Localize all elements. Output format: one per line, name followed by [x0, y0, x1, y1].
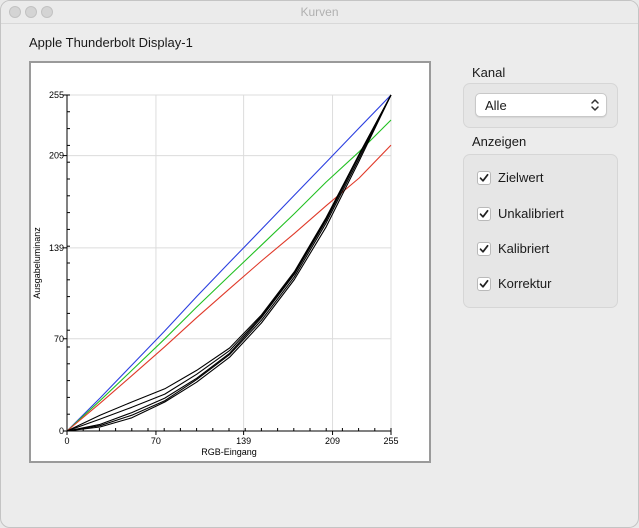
checkbox-box[interactable] — [477, 171, 491, 185]
y-tick-label: 255 — [49, 90, 64, 100]
series-line-3 — [66, 94, 392, 432]
display-name: Apple Thunderbolt Display-1 — [29, 35, 193, 50]
minimize-window-button[interactable] — [25, 6, 37, 18]
title-bar: Kurven — [1, 1, 638, 24]
x-tick-label: 139 — [236, 436, 251, 446]
checkbox-box[interactable] — [477, 242, 491, 256]
y-tick-label: 70 — [54, 334, 64, 344]
series-line-4 — [66, 94, 392, 432]
series-line-1 — [66, 119, 392, 432]
curves-chart-svg: 0 70 139 209 255 0 70 139 209 255 RGB-Eingang Ausga… — [32, 90, 399, 457]
checkbox-label: Zielwert — [498, 170, 544, 185]
y-tick-label: 0 — [59, 426, 64, 436]
zoom-window-button[interactable] — [41, 6, 53, 18]
series-line-7 — [66, 94, 392, 432]
checkmark-icon — [479, 279, 489, 288]
x-tick-label: 255 — [383, 436, 398, 446]
curves-chart: 0 70 139 209 255 0 70 139 209 255 RGB-Eingang Ausga… — [29, 61, 431, 463]
x-tick-label: 70 — [151, 436, 161, 446]
y-tick-label: 209 — [49, 151, 64, 161]
x-tick-label: 0 — [64, 436, 69, 446]
checkmark-icon — [479, 244, 489, 253]
kanal-select[interactable]: Alle — [475, 93, 607, 117]
close-window-button[interactable] — [9, 6, 21, 18]
checkbox-box[interactable] — [477, 207, 491, 221]
kanal-label: Kanal — [472, 65, 506, 80]
series-line-0 — [66, 94, 392, 432]
checkbox-box[interactable] — [477, 277, 491, 291]
y-axis-label: Ausgabeluminanz — [32, 227, 42, 299]
x-tick-label: 209 — [325, 436, 340, 446]
series-line-5 — [66, 94, 392, 432]
checkmark-icon — [479, 209, 489, 218]
anzeigen-label: Anzeigen — [472, 134, 527, 149]
checkbox-label: Kalibriert — [498, 241, 550, 256]
checkbox-label: Korrektur — [498, 276, 552, 291]
chevron-up-down-icon — [590, 98, 600, 117]
checkmark-icon — [479, 173, 489, 182]
kanal-select-value: Alle — [485, 98, 507, 113]
window-title: Kurven — [300, 5, 339, 19]
checkbox-label: Unkalibriert — [498, 206, 564, 221]
y-tick-label: 139 — [49, 243, 64, 253]
x-axis-label: RGB-Eingang — [201, 447, 257, 457]
